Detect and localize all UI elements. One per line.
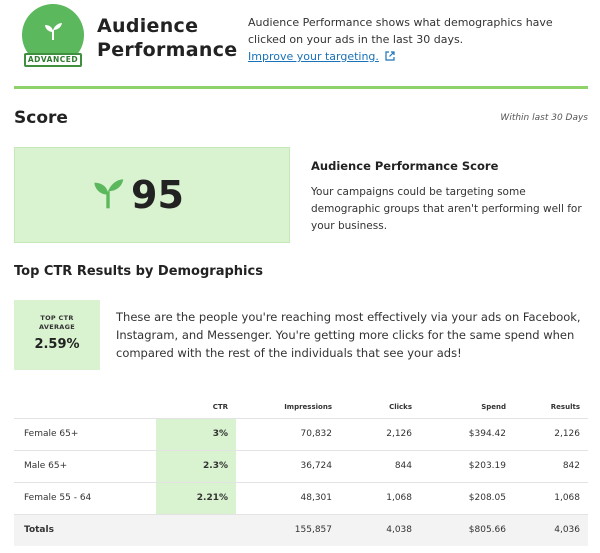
results-cell: 1,068 <box>514 481 588 514</box>
demographic-cell: Female 65+ <box>14 417 156 450</box>
totals-ctr-cell <box>156 513 236 546</box>
column-header-clicks: Clicks <box>389 402 412 411</box>
clicks-cell: 844 <box>340 449 420 482</box>
ctr-cell: 2.21% <box>156 481 236 514</box>
improve-targeting-link-text: Improve your targeting. <box>248 50 379 63</box>
totals-spend-cell: $805.66 <box>420 513 514 546</box>
top-ctr-average-label: TOP CTR AVERAGE <box>14 314 100 332</box>
sprout-icon <box>94 179 124 209</box>
impressions-cell: 36,724 <box>236 449 340 482</box>
impressions-cell: 70,832 <box>236 417 340 450</box>
external-link-icon <box>385 50 395 66</box>
page-title-line1: Audience <box>97 15 199 37</box>
spend-cell: $208.05 <box>420 481 514 514</box>
advanced-badge: ADVANCED <box>22 4 84 67</box>
clicks-cell: 2,126 <box>340 417 420 450</box>
results-cell: 842 <box>514 449 588 482</box>
demographic-cell: Female 55 - 64 <box>14 481 156 514</box>
score-timeframe: Within last 30 Days <box>500 113 588 123</box>
totals-impressions-cell: 155,857 <box>236 513 340 546</box>
sprout-icon <box>45 23 62 40</box>
page-title-line2: Performance <box>97 39 238 61</box>
top-ctr-average-box: TOP CTR AVERAGE 2.59% <box>14 300 100 370</box>
improve-targeting-link[interactable]: Improve your targeting. <box>248 49 395 66</box>
table-row: Male 65+ 2.3% 36,724 844 $203.19 842 <box>14 449 588 482</box>
top-ctr-label-line1: TOP CTR <box>40 314 74 322</box>
table-header-row: CTR Impressions Clicks Spend Results <box>14 396 588 418</box>
score-value: 95 <box>131 173 184 217</box>
table-row: Female 55 - 64 2.21% 48,301 1,068 $208.0… <box>14 481 588 514</box>
column-header-impressions: Impressions <box>284 402 332 411</box>
ctr-description: These are the people you're reaching mos… <box>116 310 581 360</box>
header-description: Audience Performance shows what demograp… <box>248 16 553 46</box>
column-header-results: Results <box>550 402 580 411</box>
top-ctr-label-line2: AVERAGE <box>39 323 75 331</box>
spend-cell: $394.42 <box>420 417 514 450</box>
totals-results-cell: 4,036 <box>514 513 588 546</box>
header: ADVANCED Audience Performance Audience P… <box>0 0 600 89</box>
score-title: Score <box>14 108 68 128</box>
score-panel-description: Your campaigns could be targeting some d… <box>311 186 582 232</box>
column-header <box>14 396 156 418</box>
ctr-cell: 3% <box>156 417 236 450</box>
column-header-spend: Spend <box>481 402 506 411</box>
demographic-cell: Male 65+ <box>14 449 156 482</box>
totals-label: Totals <box>14 513 156 546</box>
clicks-cell: 1,068 <box>340 481 420 514</box>
top-ctr-average-value: 2.59% <box>34 337 80 352</box>
page-title: Audience Performance <box>97 14 237 62</box>
ctr-cell: 2.3% <box>156 449 236 482</box>
badge-label: ADVANCED <box>24 53 82 67</box>
score-box: 95 <box>14 147 290 243</box>
column-header-ctr: CTR <box>156 396 236 418</box>
spend-cell: $203.19 <box>420 449 514 482</box>
table-row: Female 65+ 3% 70,832 2,126 $394.42 2,126 <box>14 417 588 450</box>
header-divider <box>14 86 588 89</box>
results-cell: 2,126 <box>514 417 588 450</box>
demographics-table: CTR Impressions Clicks Spend Results Fem… <box>14 396 588 546</box>
ctr-section-title: Top CTR Results by Demographics <box>14 264 263 279</box>
totals-clicks-cell: 4,038 <box>340 513 420 546</box>
totals-row: Totals 155,857 4,038 $805.66 4,036 <box>14 513 588 546</box>
impressions-cell: 48,301 <box>236 481 340 514</box>
score-panel-title: Audience Performance Score <box>311 159 499 173</box>
